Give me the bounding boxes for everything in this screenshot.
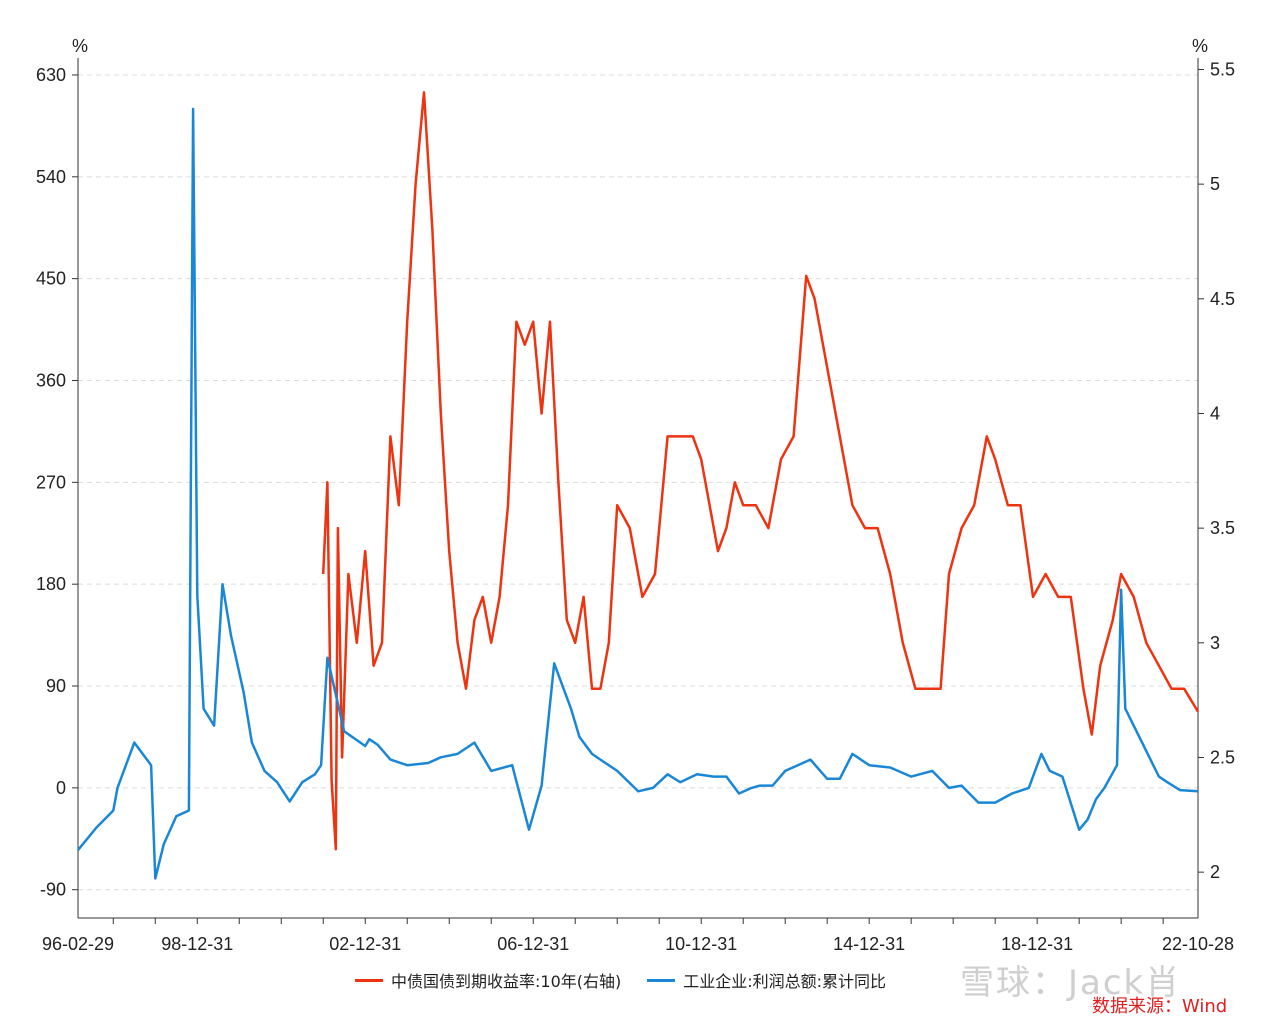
legend-item-profit[interactable]: 工业企业:利润总额:累计同比 <box>647 968 886 992</box>
legend-swatch-blue <box>647 978 676 982</box>
right-tick-label: 2 <box>1210 862 1220 882</box>
legend: 中债国债到期收益率:10年(右轴) 工业企业:利润总额:累计同比 <box>355 968 886 992</box>
right-tick-label: 4 <box>1210 403 1220 423</box>
left-tick-label: 540 <box>36 167 66 187</box>
legend-label-profit: 工业企业:利润总额:累计同比 <box>683 972 887 991</box>
series-line-bond-yield <box>321 91 1200 851</box>
x-axis-ticks: 96-02-29 98-12-31 02-12-31 06-12-31 10-12-31… <box>42 918 1234 954</box>
grid-lines <box>78 74 1198 891</box>
left-tick-label: 360 <box>36 371 66 391</box>
left-tick-label: -90 <box>40 880 66 900</box>
watermark: 雪球：Jack肖 <box>960 963 1182 1003</box>
x-tick-label: 18-12-31 <box>1001 934 1073 954</box>
left-tick-label: 630 <box>36 65 66 85</box>
left-tick-label: 270 <box>36 472 66 492</box>
chart: -90 0 90 180 270 360 450 540 630 2 2.5 3 3.5 4 4.5 5 5.… <box>36 36 1235 954</box>
x-tick-label: 10-12-31 <box>665 934 737 954</box>
right-axis-unit: % <box>1192 36 1208 56</box>
source-note: 数据来源：Wind <box>1092 996 1228 1017</box>
left-tick-label: 0 <box>56 778 66 798</box>
right-tick-label: 5 <box>1210 174 1220 194</box>
legend-label-bond-yield: 中债国债到期收益率:10年(右轴) <box>391 972 622 991</box>
left-tick-label: 180 <box>36 574 66 594</box>
x-tick-label: 14-12-31 <box>833 934 905 954</box>
x-tick-label: 06-12-31 <box>497 934 569 954</box>
right-axis-ticks: 2 2.5 3 3.5 4 4.5 5 5.5 <box>1198 59 1235 882</box>
legend-swatch-red <box>355 978 383 982</box>
series-lines <box>77 91 1200 880</box>
series-line-profit <box>77 107 1199 880</box>
left-tick-label: 90 <box>46 676 66 696</box>
x-tick-label: 22-10-28 <box>1162 934 1234 954</box>
right-tick-label: 3 <box>1210 633 1220 653</box>
legend-item-bond-yield[interactable]: 中债国债到期收益率:10年(右轴) <box>355 968 621 992</box>
right-tick-label: 5.5 <box>1210 59 1235 79</box>
x-tick-label: 96-02-29 <box>42 934 114 954</box>
left-axis-ticks: -90 0 90 180 270 360 450 540 630 <box>36 65 78 900</box>
x-tick-label: 98-12-31 <box>161 934 233 954</box>
right-tick-label: 3.5 <box>1210 518 1235 538</box>
x-tick-label: 02-12-31 <box>329 934 401 954</box>
right-tick-label: 2.5 <box>1210 747 1235 767</box>
left-tick-label: 450 <box>36 269 66 289</box>
axes <box>77 58 1199 919</box>
right-tick-label: 4.5 <box>1210 289 1235 309</box>
left-axis-unit: % <box>72 36 88 56</box>
